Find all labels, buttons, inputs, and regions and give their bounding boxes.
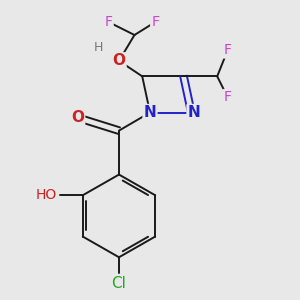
Text: HO: HO <box>36 188 57 202</box>
Text: F: F <box>151 15 159 29</box>
Text: F: F <box>224 90 232 104</box>
Text: F: F <box>224 44 232 58</box>
Text: F: F <box>105 15 112 29</box>
Text: N: N <box>144 105 156 120</box>
Text: O: O <box>71 110 84 125</box>
Text: O: O <box>112 53 125 68</box>
Text: H: H <box>94 41 103 54</box>
Text: Cl: Cl <box>112 276 126 291</box>
Text: N: N <box>188 105 200 120</box>
